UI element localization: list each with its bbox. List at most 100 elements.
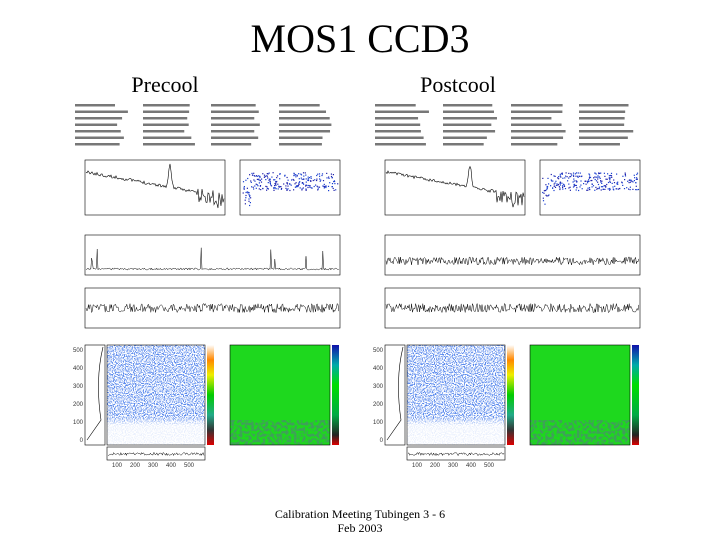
header-line (211, 104, 256, 107)
scatter-dot (593, 177, 595, 179)
scatter-dot (325, 186, 327, 189)
scatter-dot (577, 176, 579, 178)
scatter-dot (594, 189, 596, 191)
scatter-dot (249, 194, 251, 197)
plot-frame (84, 344, 106, 446)
scatter-dot (277, 183, 279, 185)
scatter-dot (554, 186, 557, 188)
scatter-dot (275, 188, 277, 190)
scatter-dot (616, 188, 618, 190)
scatter-dot (254, 185, 256, 187)
scatter-dot (248, 198, 250, 200)
scatter-dot (588, 187, 591, 189)
counts-fade (407, 345, 505, 445)
scatter-dot (249, 174, 251, 176)
header-line (511, 136, 564, 139)
scatter-dot (277, 188, 279, 190)
scatter-dot (326, 177, 328, 179)
scatter-dot (300, 177, 302, 179)
scatter-dot (577, 175, 579, 177)
scatter-dot (319, 180, 321, 182)
scatter-dot (306, 184, 308, 187)
scatter-dot (605, 185, 607, 187)
scatter-dot (259, 185, 261, 187)
scatter-dot (559, 184, 561, 186)
header-line (579, 110, 626, 113)
scatter-dot (559, 175, 561, 177)
plot-frame (384, 159, 526, 216)
scatter-dot (327, 185, 330, 187)
scatter-dot (542, 200, 545, 202)
scatter-dot (305, 185, 307, 187)
scatter-dot (269, 182, 271, 184)
scatter-dot (636, 177, 638, 179)
scatter-dot (291, 179, 293, 181)
scatter-dot (307, 178, 309, 180)
scatter-dot (595, 186, 597, 188)
header-line (75, 130, 121, 133)
header-line (375, 104, 416, 107)
scatter-dot (551, 180, 553, 182)
scatter-dot (334, 180, 336, 183)
slope-mottle (530, 420, 630, 445)
scatter-dot (293, 179, 295, 181)
scatter-dot (253, 175, 255, 177)
scatter-dot (310, 187, 312, 189)
scatter-dot (609, 178, 611, 180)
scatter-dot (544, 203, 546, 205)
scatter-dot (607, 188, 609, 190)
x-tick-label: 400 (166, 463, 177, 469)
scatter-dot (565, 175, 567, 177)
scatter-dot (259, 179, 261, 181)
header-line (279, 143, 322, 146)
header-line (211, 110, 259, 113)
scatter-dot (594, 176, 596, 178)
scatter-dot (557, 183, 560, 186)
scatter-dot (302, 187, 304, 189)
scatter-dot (293, 172, 295, 174)
scatter-dot (273, 187, 275, 190)
y-tick-label: 200 (373, 402, 384, 408)
scatter-dot (258, 182, 260, 184)
scatter-dot (305, 184, 307, 186)
scatter-dot (559, 187, 561, 189)
scatter-dot (596, 188, 598, 190)
plot-frame (406, 344, 506, 446)
scatter-dot (575, 175, 577, 177)
plot-frame (84, 159, 226, 216)
scatter-dot (256, 178, 258, 180)
scatter-dot (557, 184, 559, 186)
scatter-dot (604, 188, 606, 190)
scatter-dot (568, 183, 570, 185)
scatter-dot (294, 174, 297, 176)
light-curve (107, 451, 205, 457)
scatter-dot (609, 189, 611, 191)
scatter-dot (328, 176, 330, 178)
scatter-dot (600, 180, 602, 182)
scatter-dot (597, 176, 599, 178)
scatter-dot (321, 174, 323, 177)
scatter-dot (262, 187, 264, 190)
scatter-dot (254, 175, 256, 177)
scatter-dot (316, 185, 318, 187)
scatter-dot (572, 186, 575, 188)
header-line (143, 136, 192, 139)
scatter-dot (296, 185, 298, 187)
x-tick-label: 400 (466, 463, 477, 469)
scatter-dot (273, 189, 275, 191)
scatter-dot (562, 177, 564, 179)
header-line (579, 123, 625, 126)
scatter-dot (298, 183, 300, 185)
scatter-dot (284, 175, 286, 177)
y-tick-label: 500 (73, 348, 84, 354)
scatter-dot (289, 183, 291, 185)
scatter-dot (548, 183, 550, 185)
scatter-dot (287, 185, 289, 187)
scatter-dot (275, 183, 277, 185)
scatter-dot (588, 188, 591, 190)
scatter-dot (609, 188, 611, 190)
scatter-dot (267, 188, 269, 190)
scatter-dot (328, 177, 330, 179)
scatter-dot (266, 187, 268, 190)
scatter-dot (297, 185, 299, 187)
